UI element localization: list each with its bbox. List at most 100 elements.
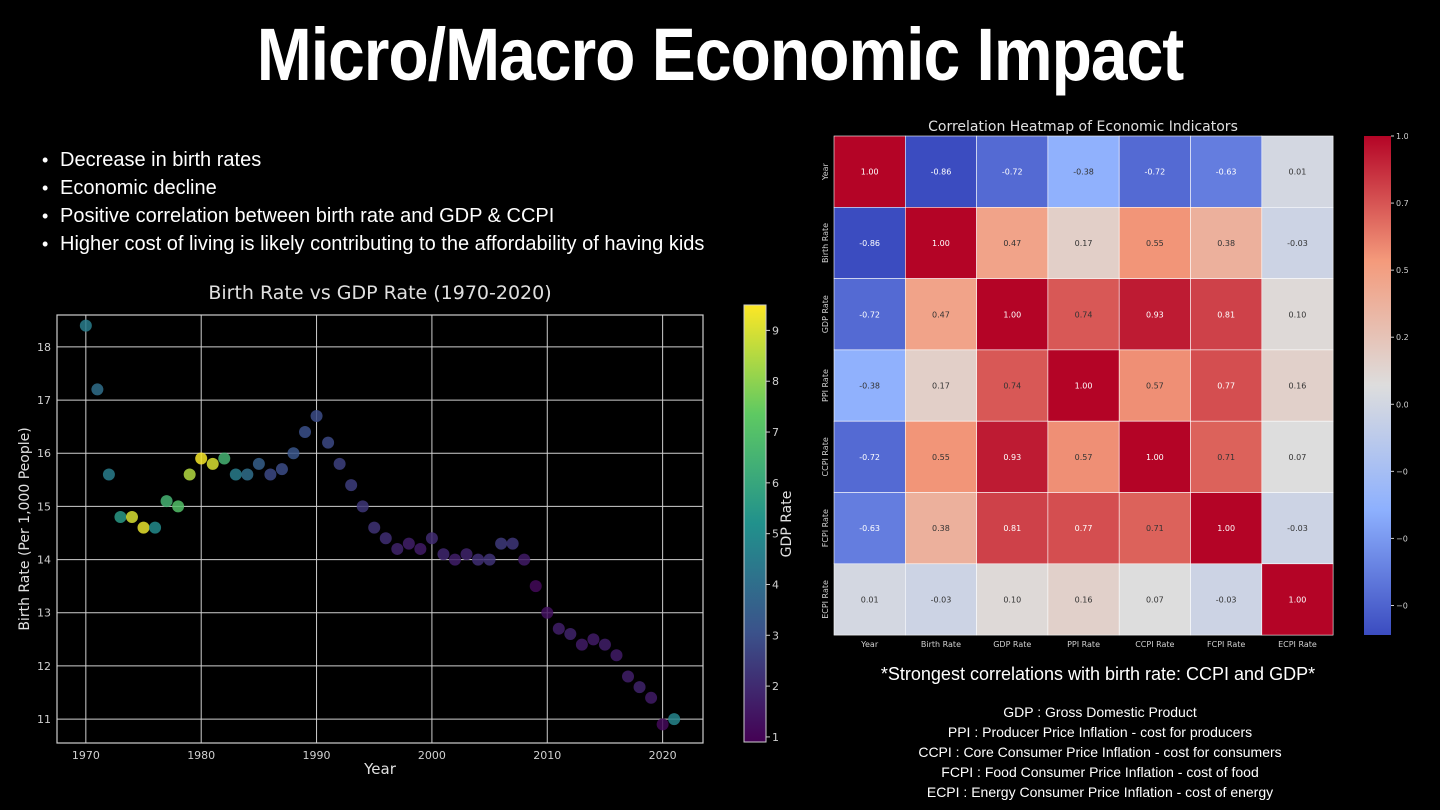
heatmap-cell (1261, 349, 1334, 422)
scatter-point (552, 622, 565, 635)
scatter-point (564, 628, 577, 641)
scatter-point (79, 319, 92, 332)
heatmap-x-label: CCPI Rate (1135, 640, 1174, 649)
scatter-x-axis-label: Year (363, 760, 397, 778)
heatmap-value-label: -0.38 (859, 382, 880, 391)
heatmap-cell (905, 492, 977, 565)
scatter-point (529, 580, 542, 593)
heatmap-value-label: 0.01 (861, 595, 879, 604)
heatmap-value-label: 0.74 (1003, 382, 1021, 391)
scatter-point (656, 718, 669, 731)
correlation-colorbar-tick-label: 1.00 (1396, 132, 1408, 141)
heatmap-cell (976, 135, 1049, 208)
heatmap-cell (905, 207, 977, 279)
scatter-point (645, 691, 658, 704)
bullet-item: Positive correlation between birth rate … (42, 202, 704, 230)
heatmap-value-label: 0.57 (1075, 453, 1093, 462)
definition-item: FCPI : Food Consumer Price Inflation - c… (941, 764, 1259, 780)
heatmap-cell (1118, 420, 1191, 493)
heatmap-x-label: PPI Rate (1067, 640, 1100, 649)
heatmap-cell (905, 135, 977, 208)
definition-item: CCPI : Core Consumer Price Inflation - c… (918, 744, 1282, 760)
scatter-point (299, 425, 312, 438)
heatmap-cell (1047, 207, 1120, 279)
correlation-colorbar-tick-label: 0.75 (1396, 199, 1408, 208)
heatmap-cell (1190, 135, 1263, 208)
scatter-point (252, 457, 265, 470)
heatmap-cell (1190, 492, 1263, 565)
strongest-correlation-note: *Strongest correlations with birth rate:… (880, 664, 1316, 684)
correlation-colorbar-tick-label: 0.50 (1396, 266, 1408, 275)
gdp-colorbar-tick-label: 6 (772, 477, 779, 490)
heatmap-value-label: 1.00 (1003, 310, 1021, 319)
scatter-plot-frame (56, 314, 704, 744)
heatmap-value-label: 0.17 (932, 382, 950, 391)
scatter-point (264, 468, 277, 481)
scatter-point (114, 511, 127, 524)
heatmap-value-label: -0.03 (931, 595, 952, 604)
scatter-y-tick-label: 14 (37, 554, 51, 567)
slide-title: Micro/Macro Economic Impact (256, 12, 1185, 96)
scatter-x-tick-label: 2010 (533, 749, 561, 762)
definition-item: ECPI : Energy Consumer Price Inflation -… (926, 784, 1274, 800)
heatmap-value-label: 0.38 (1217, 239, 1235, 248)
heatmap-value-label: -0.03 (1287, 524, 1308, 533)
heatmap-value-label: 0.55 (1146, 239, 1164, 248)
heatmap-cell (833, 420, 906, 493)
correlation-heatmap: Correlation Heatmap of Economic Indicato… (821, 119, 1408, 649)
heatmap-cell (1190, 563, 1263, 636)
bullet-item: Decrease in birth rates (42, 146, 704, 174)
heatmap-cell (976, 207, 1049, 279)
scatter-x-tick-label: 1990 (303, 749, 331, 762)
heatmap-cell (1261, 207, 1334, 279)
heatmap-value-label: 0.10 (1289, 310, 1307, 319)
heatmap-cell (1261, 563, 1334, 636)
heatmap-cell (905, 420, 977, 493)
heatmap-cell (1047, 278, 1120, 351)
scatter-point (391, 542, 404, 555)
scatter-point (137, 521, 150, 534)
heatmap-y-label: ECPI Rate (821, 580, 830, 619)
gdp-colorbar-tick-label: 9 (772, 324, 779, 337)
scatter-y-tick-label: 11 (37, 713, 51, 726)
scatter-point (125, 511, 138, 524)
heatmap-value-label: -0.72 (1144, 168, 1165, 177)
scatter-point (379, 532, 392, 545)
scatter-point (333, 457, 346, 470)
gdp-colorbar-tick-label: 7 (772, 426, 779, 439)
scatter-point (598, 638, 611, 651)
heatmap-y-label: Birth Rate (821, 223, 830, 263)
bullet-item: Economic decline (42, 174, 704, 202)
heatmap-value-label: 1.00 (1075, 382, 1093, 391)
gdp-colorbar-tick-label: 1 (772, 731, 779, 744)
heatmap-value-label: 0.07 (1289, 453, 1307, 462)
heatmap-value-label: 0.77 (1217, 382, 1235, 391)
heatmap-cell (1261, 420, 1334, 493)
heatmap-value-label: 0.77 (1075, 524, 1093, 533)
heatmap-cell (1047, 563, 1120, 636)
scatter-point (275, 463, 288, 476)
heatmap-cell (1118, 349, 1191, 422)
scatter-point (160, 495, 173, 508)
heatmap-value-label: 1.00 (1217, 524, 1235, 533)
heatmap-value-label: 1.00 (1289, 595, 1307, 604)
gdp-colorbar-tick-label: 8 (772, 375, 779, 388)
heatmap-value-label: 0.93 (1003, 453, 1021, 462)
scatter-point (518, 553, 531, 566)
scatter-point (495, 537, 508, 550)
heatmap-value-label: 0.38 (932, 524, 950, 533)
correlation-colorbar-tick-label: −0.25 (1396, 467, 1408, 476)
heatmap-value-label: 0.71 (1146, 524, 1164, 533)
heatmap-x-label: Birth Rate (921, 640, 961, 649)
heatmap-value-label: -0.63 (859, 524, 880, 533)
heatmap-value-label: 0.71 (1217, 453, 1235, 462)
scatter-point (460, 548, 473, 561)
heatmap-value-label: -0.38 (1073, 168, 1094, 177)
gdp-colorbar-tick-label: 2 (772, 680, 779, 693)
correlation-colorbar-tick-label: −0.50 (1396, 534, 1408, 543)
heatmap-cell (1047, 492, 1120, 565)
heatmap-value-label: -0.72 (859, 310, 880, 319)
scatter-y-tick-label: 18 (37, 341, 51, 354)
scatter-point (91, 383, 104, 396)
gdp-colorbar (743, 304, 767, 743)
